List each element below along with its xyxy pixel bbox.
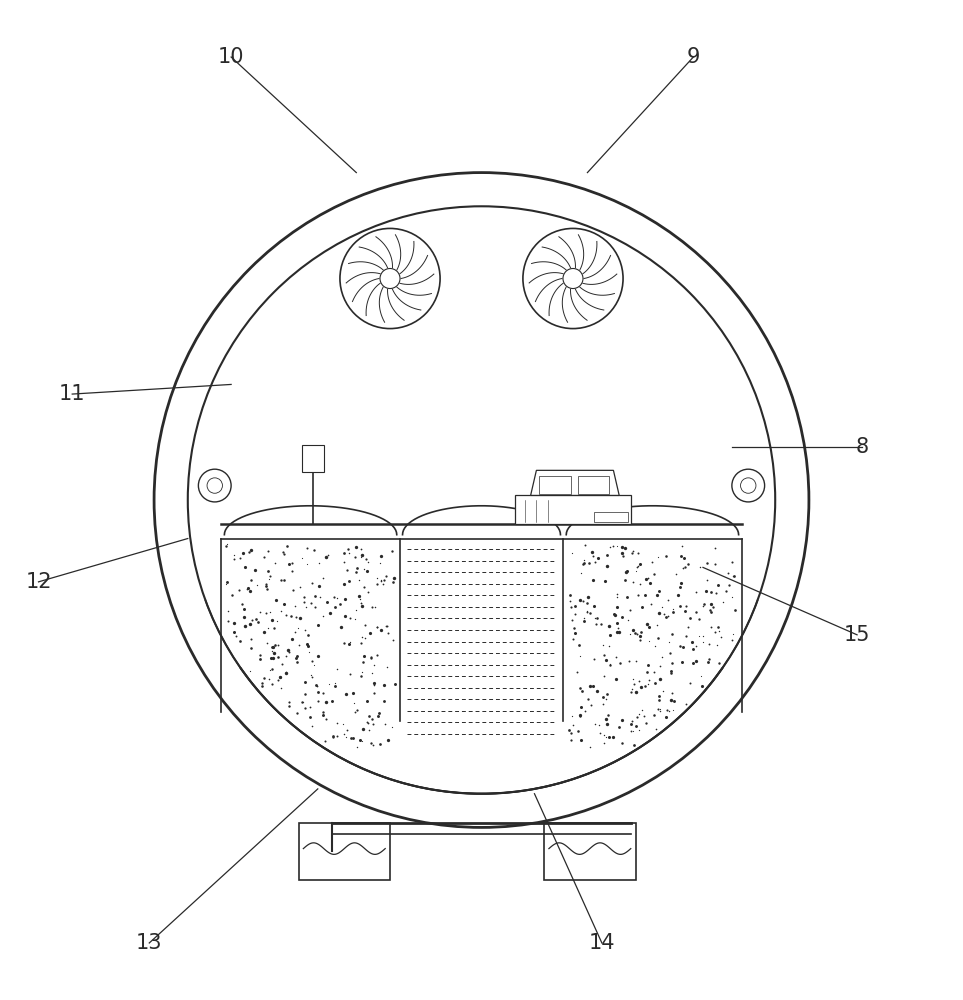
Text: 10: 10 bbox=[218, 47, 245, 67]
Bar bbox=[578, 476, 610, 494]
Bar bbox=[515, 495, 631, 524]
Circle shape bbox=[198, 469, 231, 502]
FancyBboxPatch shape bbox=[544, 823, 636, 880]
Text: 11: 11 bbox=[59, 384, 86, 404]
Polygon shape bbox=[531, 470, 619, 495]
Text: 15: 15 bbox=[844, 625, 871, 645]
Circle shape bbox=[380, 268, 400, 289]
Bar bbox=[302, 445, 324, 472]
FancyBboxPatch shape bbox=[299, 823, 390, 880]
Text: 13: 13 bbox=[136, 933, 163, 953]
Circle shape bbox=[732, 469, 765, 502]
Text: 12: 12 bbox=[25, 572, 52, 592]
Bar bbox=[539, 476, 570, 494]
Text: 8: 8 bbox=[855, 437, 869, 457]
Text: 9: 9 bbox=[687, 47, 700, 67]
Circle shape bbox=[563, 268, 583, 289]
Bar bbox=[594, 512, 628, 522]
Text: 14: 14 bbox=[588, 933, 615, 953]
